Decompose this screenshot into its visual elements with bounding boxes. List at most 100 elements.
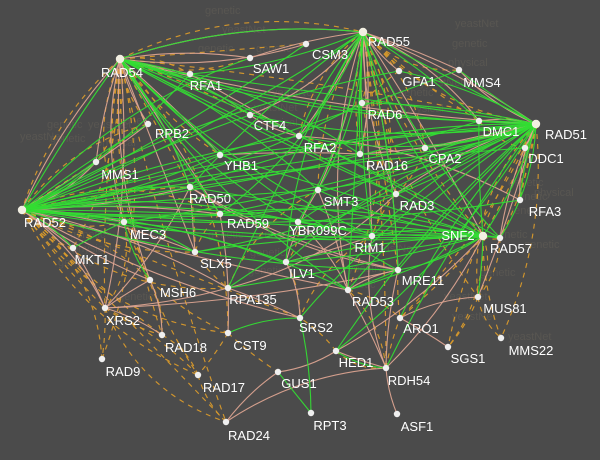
graph-node-gfa1[interactable] [395, 67, 403, 75]
graph-node-mms4[interactable] [455, 66, 463, 74]
node-label-gus1: GUS1 [281, 376, 316, 391]
graph-node-rad59[interactable] [216, 210, 224, 218]
graph-node-rad51[interactable] [531, 119, 541, 129]
graph-node-msh6[interactable] [146, 276, 154, 284]
edge-genetic [21, 209, 74, 249]
graph-node-rad53[interactable] [344, 286, 352, 294]
node-label-mec3: MEC3 [130, 227, 166, 242]
edge-genetic [227, 332, 279, 373]
edge-physical [189, 186, 484, 237]
edge-physical [21, 135, 300, 211]
edge-physical [123, 221, 196, 253]
edge-physical [123, 221, 151, 281]
graph-node-rad55[interactable] [358, 27, 368, 37]
graph-node-csm3[interactable] [302, 40, 310, 48]
edge-yeastnet [104, 307, 163, 336]
edge-genetic [104, 307, 227, 423]
graph-node-rpb2[interactable] [144, 120, 152, 128]
graph-node-smt3[interactable] [314, 186, 322, 194]
graph-node-rad9[interactable] [98, 355, 106, 363]
graph-node-asf1[interactable] [393, 410, 401, 418]
graph-node-cst9[interactable] [224, 329, 232, 337]
graph-node-mms1[interactable] [92, 158, 100, 166]
edge-physical [285, 235, 484, 263]
graph-node-mus81[interactable] [474, 293, 482, 301]
graph-node-xrs2[interactable] [101, 304, 109, 312]
graph-node-rad54[interactable] [115, 54, 125, 64]
edge-yeastnet [362, 31, 460, 71]
graph-node-rad24[interactable] [222, 418, 230, 426]
node-label-rad53: RAD53 [352, 294, 394, 309]
graph-node-snf2[interactable] [478, 231, 488, 241]
graph-node-yhb1[interactable] [216, 151, 224, 159]
node-label-rad16: RAD16 [366, 158, 408, 173]
graph-node-gus1[interactable] [274, 368, 282, 376]
edge-physical [298, 31, 364, 137]
graph-node-srs2[interactable] [296, 314, 304, 322]
graph-node-saw1[interactable] [246, 54, 254, 62]
edge-physical [219, 154, 484, 237]
graph-node-rad6[interactable] [358, 99, 366, 107]
graph-node-hed1[interactable] [332, 347, 340, 355]
node-label-dmc1: DMC1 [483, 124, 520, 139]
node-label-rim1: RIM1 [354, 240, 385, 255]
edge-genetic [21, 209, 229, 334]
graph-node-rad57[interactable] [496, 234, 504, 242]
graph-node-mec3[interactable] [120, 218, 128, 226]
edge-genetic [104, 307, 163, 336]
graph-node-rad17[interactable] [194, 371, 202, 379]
graph-node-rpt3[interactable] [307, 409, 315, 417]
edge-physical [21, 209, 74, 249]
graph-node-dmc1[interactable] [475, 117, 483, 125]
edge-genetic [447, 123, 537, 348]
node-label-rpb2: RPB2 [155, 126, 189, 141]
graph-node-rim1[interactable] [368, 232, 376, 240]
graph-node-ddc1[interactable] [521, 144, 529, 152]
node-label-rdh54: RDH54 [388, 373, 431, 388]
edge-yeastnet [104, 269, 399, 309]
graph-node-mre11[interactable] [394, 266, 402, 274]
node-label-sgs1: SGS1 [451, 351, 486, 366]
graph-node-sgs1[interactable] [444, 343, 452, 351]
node-label-slx5: SLX5 [200, 256, 232, 271]
graph-node-slx5[interactable] [191, 248, 199, 256]
graph-node-ybr099c[interactable] [294, 218, 302, 226]
graph-node-rpa135[interactable] [224, 284, 232, 292]
edge-yeastnet [335, 350, 387, 369]
edge-genetic [298, 31, 364, 137]
graph-node-ilv1[interactable] [282, 258, 290, 266]
edge-physical [285, 31, 364, 263]
node-label-layer: RAD54 RFA1 SAW1 CSM3 RAD55 GFA1 MMS4 RPB2 CTF4 RA… [24, 34, 587, 443]
graph-node-mkt1[interactable] [69, 244, 77, 252]
watermark-text: genetic [50, 133, 86, 145]
edge-genetic [477, 237, 501, 298]
edge-yeastnet [385, 367, 398, 415]
node-label-yhb1: YHB1 [224, 158, 258, 173]
graph-node-ctf4[interactable] [246, 111, 254, 119]
graph-node-rfa2[interactable] [295, 132, 303, 140]
edge-physical [119, 58, 221, 156]
graph-node-rfa3[interactable] [516, 196, 524, 204]
node-label-mms4: MMS4 [463, 75, 501, 90]
edge-layer-physical [21, 28, 537, 414]
edge-yeastnet [458, 69, 537, 125]
graph-node-rad18[interactable] [158, 331, 166, 339]
edge-physical [21, 147, 526, 211]
graph-node-rad52[interactable] [17, 205, 27, 215]
graph-node-rfa1[interactable] [186, 70, 194, 78]
graph-node-rad3[interactable] [392, 190, 400, 198]
edge-genetic [194, 251, 229, 289]
graph-node-cpa2[interactable] [421, 144, 429, 152]
graph-node-rdh54[interactable] [382, 364, 390, 372]
watermark-text: genetic [205, 5, 241, 17]
edge-physical [277, 371, 312, 414]
graph-node-mms22[interactable] [497, 334, 505, 342]
graph-node-rad16[interactable] [356, 150, 364, 158]
graph-node-rad50[interactable] [186, 183, 194, 191]
graph-node-aro1[interactable] [396, 314, 404, 322]
node-layer[interactable] [17, 27, 541, 426]
edge-genetic [347, 289, 401, 319]
edge-yeastnet [219, 152, 361, 156]
